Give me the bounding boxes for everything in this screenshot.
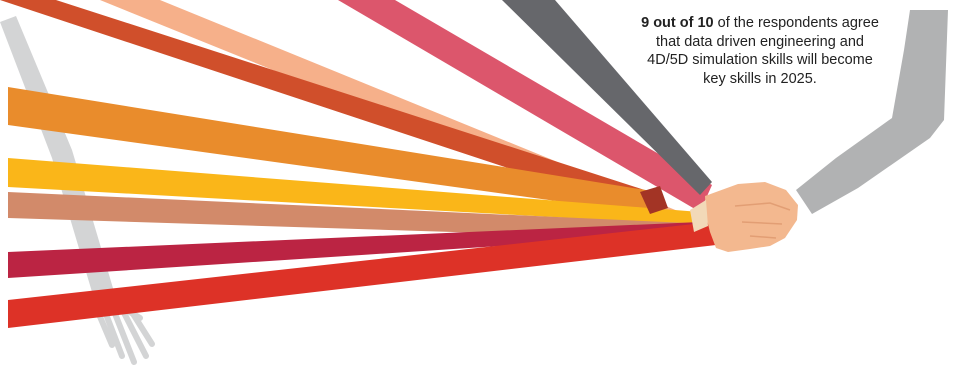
handshake-icon xyxy=(705,182,798,252)
gray-sleeve-right xyxy=(796,10,948,214)
stat-description: of the respondents agree that data drive… xyxy=(647,15,879,87)
arm-tan xyxy=(8,192,710,240)
arm-red-orange xyxy=(0,0,660,215)
stat-highlight: 9 out of 10 xyxy=(641,15,714,31)
arm-dark-gray xyxy=(502,0,712,195)
cuff-dark-red xyxy=(640,186,668,214)
arm-orange xyxy=(8,87,658,214)
gray-hand-outline-icon xyxy=(95,302,155,365)
stat-callout: 9 out of 10 of the respondents agree tha… xyxy=(640,14,880,88)
arm-red xyxy=(8,222,716,328)
arm-pink xyxy=(338,0,712,212)
arm-crimson xyxy=(8,222,715,278)
arm-yellow xyxy=(8,158,700,225)
